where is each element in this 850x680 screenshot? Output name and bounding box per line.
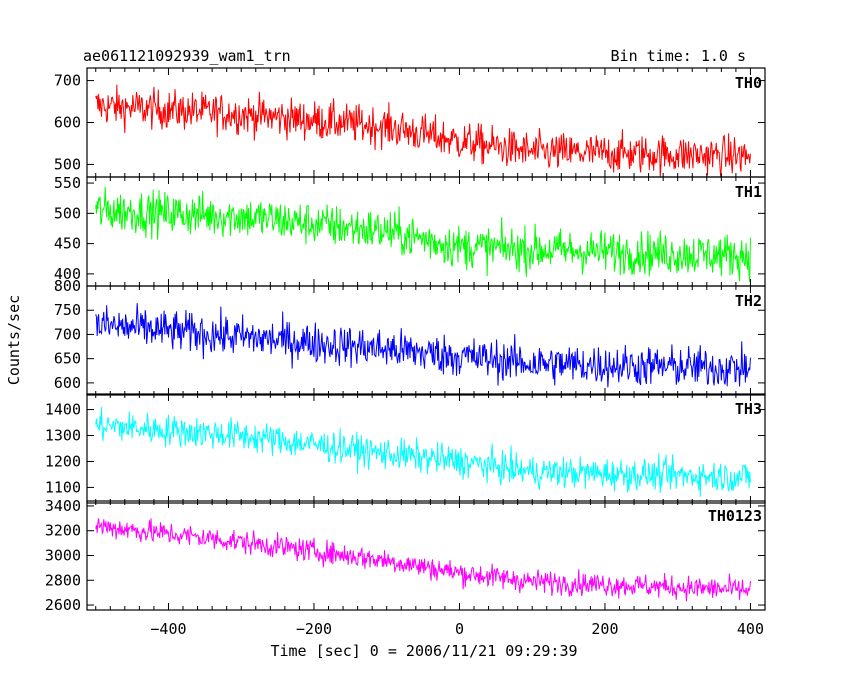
y-tick-label: 600 [54, 114, 81, 132]
y-tick-label: 450 [54, 235, 81, 253]
y-tick-label: 1200 [45, 452, 81, 470]
band-label-th3: TH3 [735, 400, 762, 418]
x-tick-label: −200 [296, 620, 332, 638]
y-tick-label: 500 [54, 204, 81, 222]
band-label-th1: TH1 [735, 183, 762, 201]
x-tick-label: 400 [737, 620, 764, 638]
series-line-th1 [95, 186, 751, 283]
x-tick-label: 200 [591, 620, 618, 638]
panel-th0: 500 600 700 TH0 [54, 67, 766, 178]
y-tick-label: 550 [54, 174, 81, 192]
y-tick-label: 400 [54, 265, 81, 283]
y-tick-label: 600 [54, 374, 81, 392]
x-axis-title: Time [sec] 0 = 2006/11/21 09:29:39 [270, 642, 577, 660]
panel-th0123: 2600 2800 3000 3200 3400 TH0123 [45, 497, 766, 614]
series-line-th2 [95, 303, 751, 388]
series-line-th0123 [95, 518, 751, 602]
chart-title: ae061121092939_wam1_trn [83, 47, 291, 65]
y-tick-label: 750 [54, 301, 81, 319]
band-label-th0123: TH0123 [708, 507, 762, 525]
y-tick-label: 2800 [45, 571, 81, 589]
x-tick-label: 0 [455, 620, 464, 638]
band-label-th0: TH0 [735, 74, 762, 92]
y-tick-label: 1300 [45, 427, 81, 445]
y-tick-label: 650 [54, 350, 81, 368]
y-tick-label: 800 [54, 277, 81, 295]
series-line-th0 [95, 84, 751, 177]
panel-frame [86, 285, 766, 396]
series-line-th3 [95, 407, 751, 497]
panel-th1: 400 450 500 550 TH1 [54, 174, 766, 287]
band-label-th2: TH2 [735, 292, 762, 310]
panel-frame [86, 500, 766, 611]
panel-frame [86, 176, 766, 287]
y-tick-label: 3000 [45, 547, 81, 565]
panel-th2: 600 650 700 750 800 TH2 [54, 277, 766, 396]
y-tick-label: 2600 [45, 596, 81, 614]
y-tick-label: 500 [54, 155, 81, 173]
y-tick-label: 3200 [45, 522, 81, 540]
y-tick-label: 700 [54, 72, 81, 90]
y-tick-label: 700 [54, 325, 81, 343]
y-tick-label: 1400 [45, 401, 81, 419]
panel-th3: 1100 1200 1300 1400 TH3 [45, 393, 766, 504]
panel-frame [86, 393, 766, 504]
y-axis-title: Counts/sec [5, 295, 23, 385]
x-tick-label: −400 [150, 620, 186, 638]
y-tick-label: 1100 [45, 478, 81, 496]
bin-time-label: Bin time: 1.0 s [611, 47, 746, 65]
y-tick-label: 3400 [45, 497, 81, 515]
